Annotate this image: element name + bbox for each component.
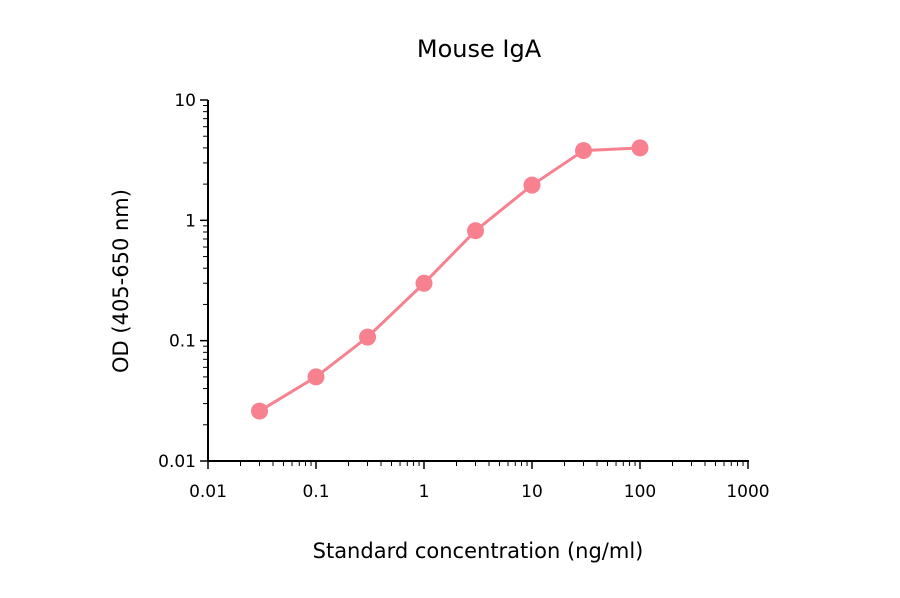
y-tick-label: 0.01 bbox=[158, 452, 196, 472]
x-tick-label: 10 bbox=[521, 482, 543, 502]
data-point bbox=[307, 368, 325, 386]
y-axis-label: OD (405-650 nm) bbox=[109, 189, 133, 373]
data-marks bbox=[251, 139, 649, 420]
x-tick-label: 0.1 bbox=[302, 482, 329, 502]
data-point bbox=[251, 402, 269, 420]
y-tick-label: 10 bbox=[174, 91, 196, 111]
x-tick-label: 0.01 bbox=[189, 482, 227, 502]
axes: 0.01 0.1 1 10 100 1000 0.01 0.1 1 10 bbox=[158, 91, 769, 502]
x-tick-label: 1000 bbox=[726, 482, 769, 502]
data-point bbox=[359, 328, 377, 346]
y-tick-label: 0.1 bbox=[169, 332, 196, 352]
data-point bbox=[415, 274, 433, 292]
data-point bbox=[467, 222, 485, 240]
data-point bbox=[631, 139, 649, 157]
x-tick-label: 1 bbox=[419, 482, 430, 502]
y-tick-label: 1 bbox=[185, 211, 196, 231]
data-point bbox=[523, 176, 541, 194]
chart-title: Mouse IgA bbox=[417, 35, 542, 63]
x-axis-label: Standard concentration (ng/ml) bbox=[313, 539, 644, 563]
x-tick-label: 100 bbox=[624, 482, 656, 502]
data-point bbox=[575, 142, 593, 160]
series-line bbox=[258, 146, 641, 413]
